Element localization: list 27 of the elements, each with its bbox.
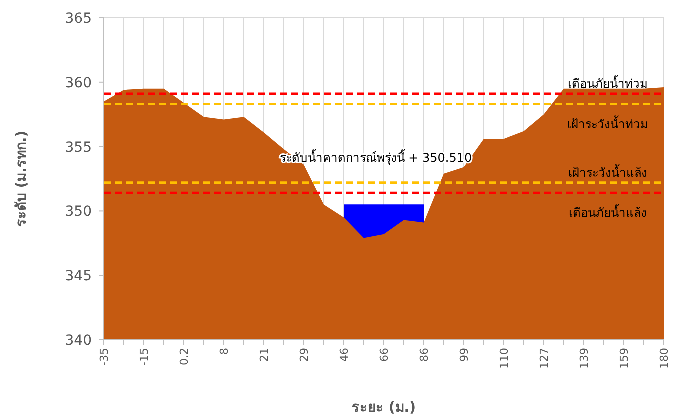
y-tick-label: 360 bbox=[65, 75, 92, 92]
y-tick-label: 350 bbox=[65, 204, 92, 220]
y-tick-label: 355 bbox=[65, 140, 92, 156]
x-tick-label: 8 bbox=[218, 348, 231, 355]
y-tick-label: 365 bbox=[65, 11, 92, 27]
x-tick-label: 46 bbox=[338, 348, 351, 362]
x-tick-label: 159 bbox=[618, 348, 631, 369]
x-tick-label: 0.2 bbox=[178, 348, 191, 366]
x-tick-label: 29 bbox=[298, 348, 311, 362]
x-tick-label: 86 bbox=[418, 348, 431, 362]
x-tick-label: -35 bbox=[98, 348, 111, 366]
ref-line-label: เตือนภัยน้ำแล้ง bbox=[569, 204, 647, 220]
y-tick-label: 345 bbox=[65, 268, 92, 285]
x-tick-label: 180 bbox=[658, 348, 671, 369]
x-axis-title: ระยะ (ม.) bbox=[352, 400, 416, 416]
ref-line-label: เฝ้าระวังน้ำท่วม bbox=[568, 115, 648, 132]
x-tick-label: 66 bbox=[378, 348, 391, 362]
x-tick-label: 127 bbox=[538, 348, 551, 369]
x-tick-label: 99 bbox=[458, 348, 471, 362]
x-tick-label: 21 bbox=[258, 348, 271, 362]
y-tick-label: 340 bbox=[65, 333, 92, 349]
x-tick-label: 110 bbox=[498, 348, 511, 369]
y-axis-title: ระดับ (ม.รทก.) bbox=[14, 130, 30, 228]
ref-line-label: เฝ้าระวังน้ำแล้ง bbox=[568, 164, 648, 180]
x-tick-label: 139 bbox=[578, 348, 591, 369]
x-tick-label: -15 bbox=[138, 348, 151, 366]
ref-line-label: เตือนภัยน้ำท่วม bbox=[568, 74, 648, 91]
